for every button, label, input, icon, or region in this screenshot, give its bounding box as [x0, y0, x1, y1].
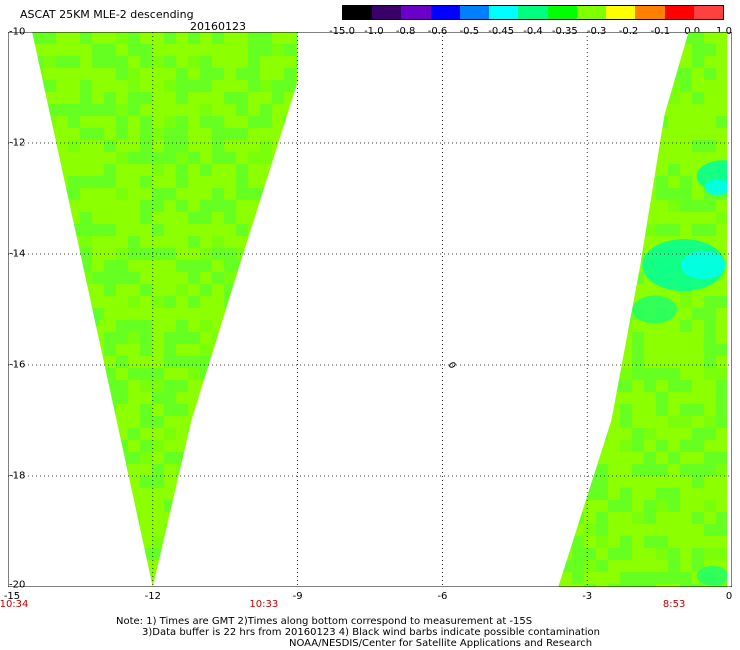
map-date: 20160123	[190, 20, 246, 33]
color-scale-segment	[693, 6, 724, 19]
lon-tick-label: -3	[582, 591, 593, 602]
scatterometer-map	[8, 32, 732, 587]
swath-layer	[32, 32, 728, 587]
color-scale-segment	[430, 6, 460, 19]
lon-tick-label: 0	[725, 591, 733, 602]
note-line-1: Note: 1) Times are GMT 2)Times along bot…	[116, 616, 533, 627]
lon-tick-label: -6	[437, 591, 448, 602]
lat-tick-label: -12	[9, 137, 26, 149]
note-line-2: 3)Data buffer is 22 hrs from 20160123 4)…	[142, 627, 600, 638]
lat-tick-label: -16	[9, 359, 26, 371]
time-label: 8:53	[662, 599, 686, 610]
color-scale-segment	[547, 6, 577, 19]
color-scale-segment	[459, 6, 490, 19]
map-title: ASCAT 25KM MLE-2 descending	[20, 8, 194, 21]
color-scale-segment	[606, 6, 636, 19]
color-scale-segment	[576, 6, 607, 19]
lon-tick-label: -15	[3, 591, 21, 602]
color-scale-segment	[518, 6, 548, 19]
note-line-3: NOAA/NESDIS/Center for Satellite Applica…	[289, 638, 593, 649]
lon-tick-label: -12	[144, 591, 161, 602]
lat-tick-label: -18	[9, 470, 26, 482]
color-scale-bar	[342, 5, 724, 20]
time-label: 10:34	[0, 599, 29, 610]
lat-tick-label: -14	[9, 248, 26, 260]
lat-tick-label: -20	[9, 579, 26, 591]
grid-lines	[8, 32, 732, 587]
lat-tick-label: -10	[9, 26, 26, 38]
contour-mark	[449, 362, 456, 368]
color-scale-segment	[635, 6, 665, 19]
color-scale-segment	[489, 6, 519, 19]
color-scale-segment	[343, 6, 373, 19]
color-scale-segment	[664, 6, 694, 19]
lon-tick-label: -9	[292, 591, 303, 602]
time-label: 10:33	[249, 599, 279, 610]
color-scale-segment	[372, 6, 402, 19]
color-scale-segment	[401, 6, 431, 19]
